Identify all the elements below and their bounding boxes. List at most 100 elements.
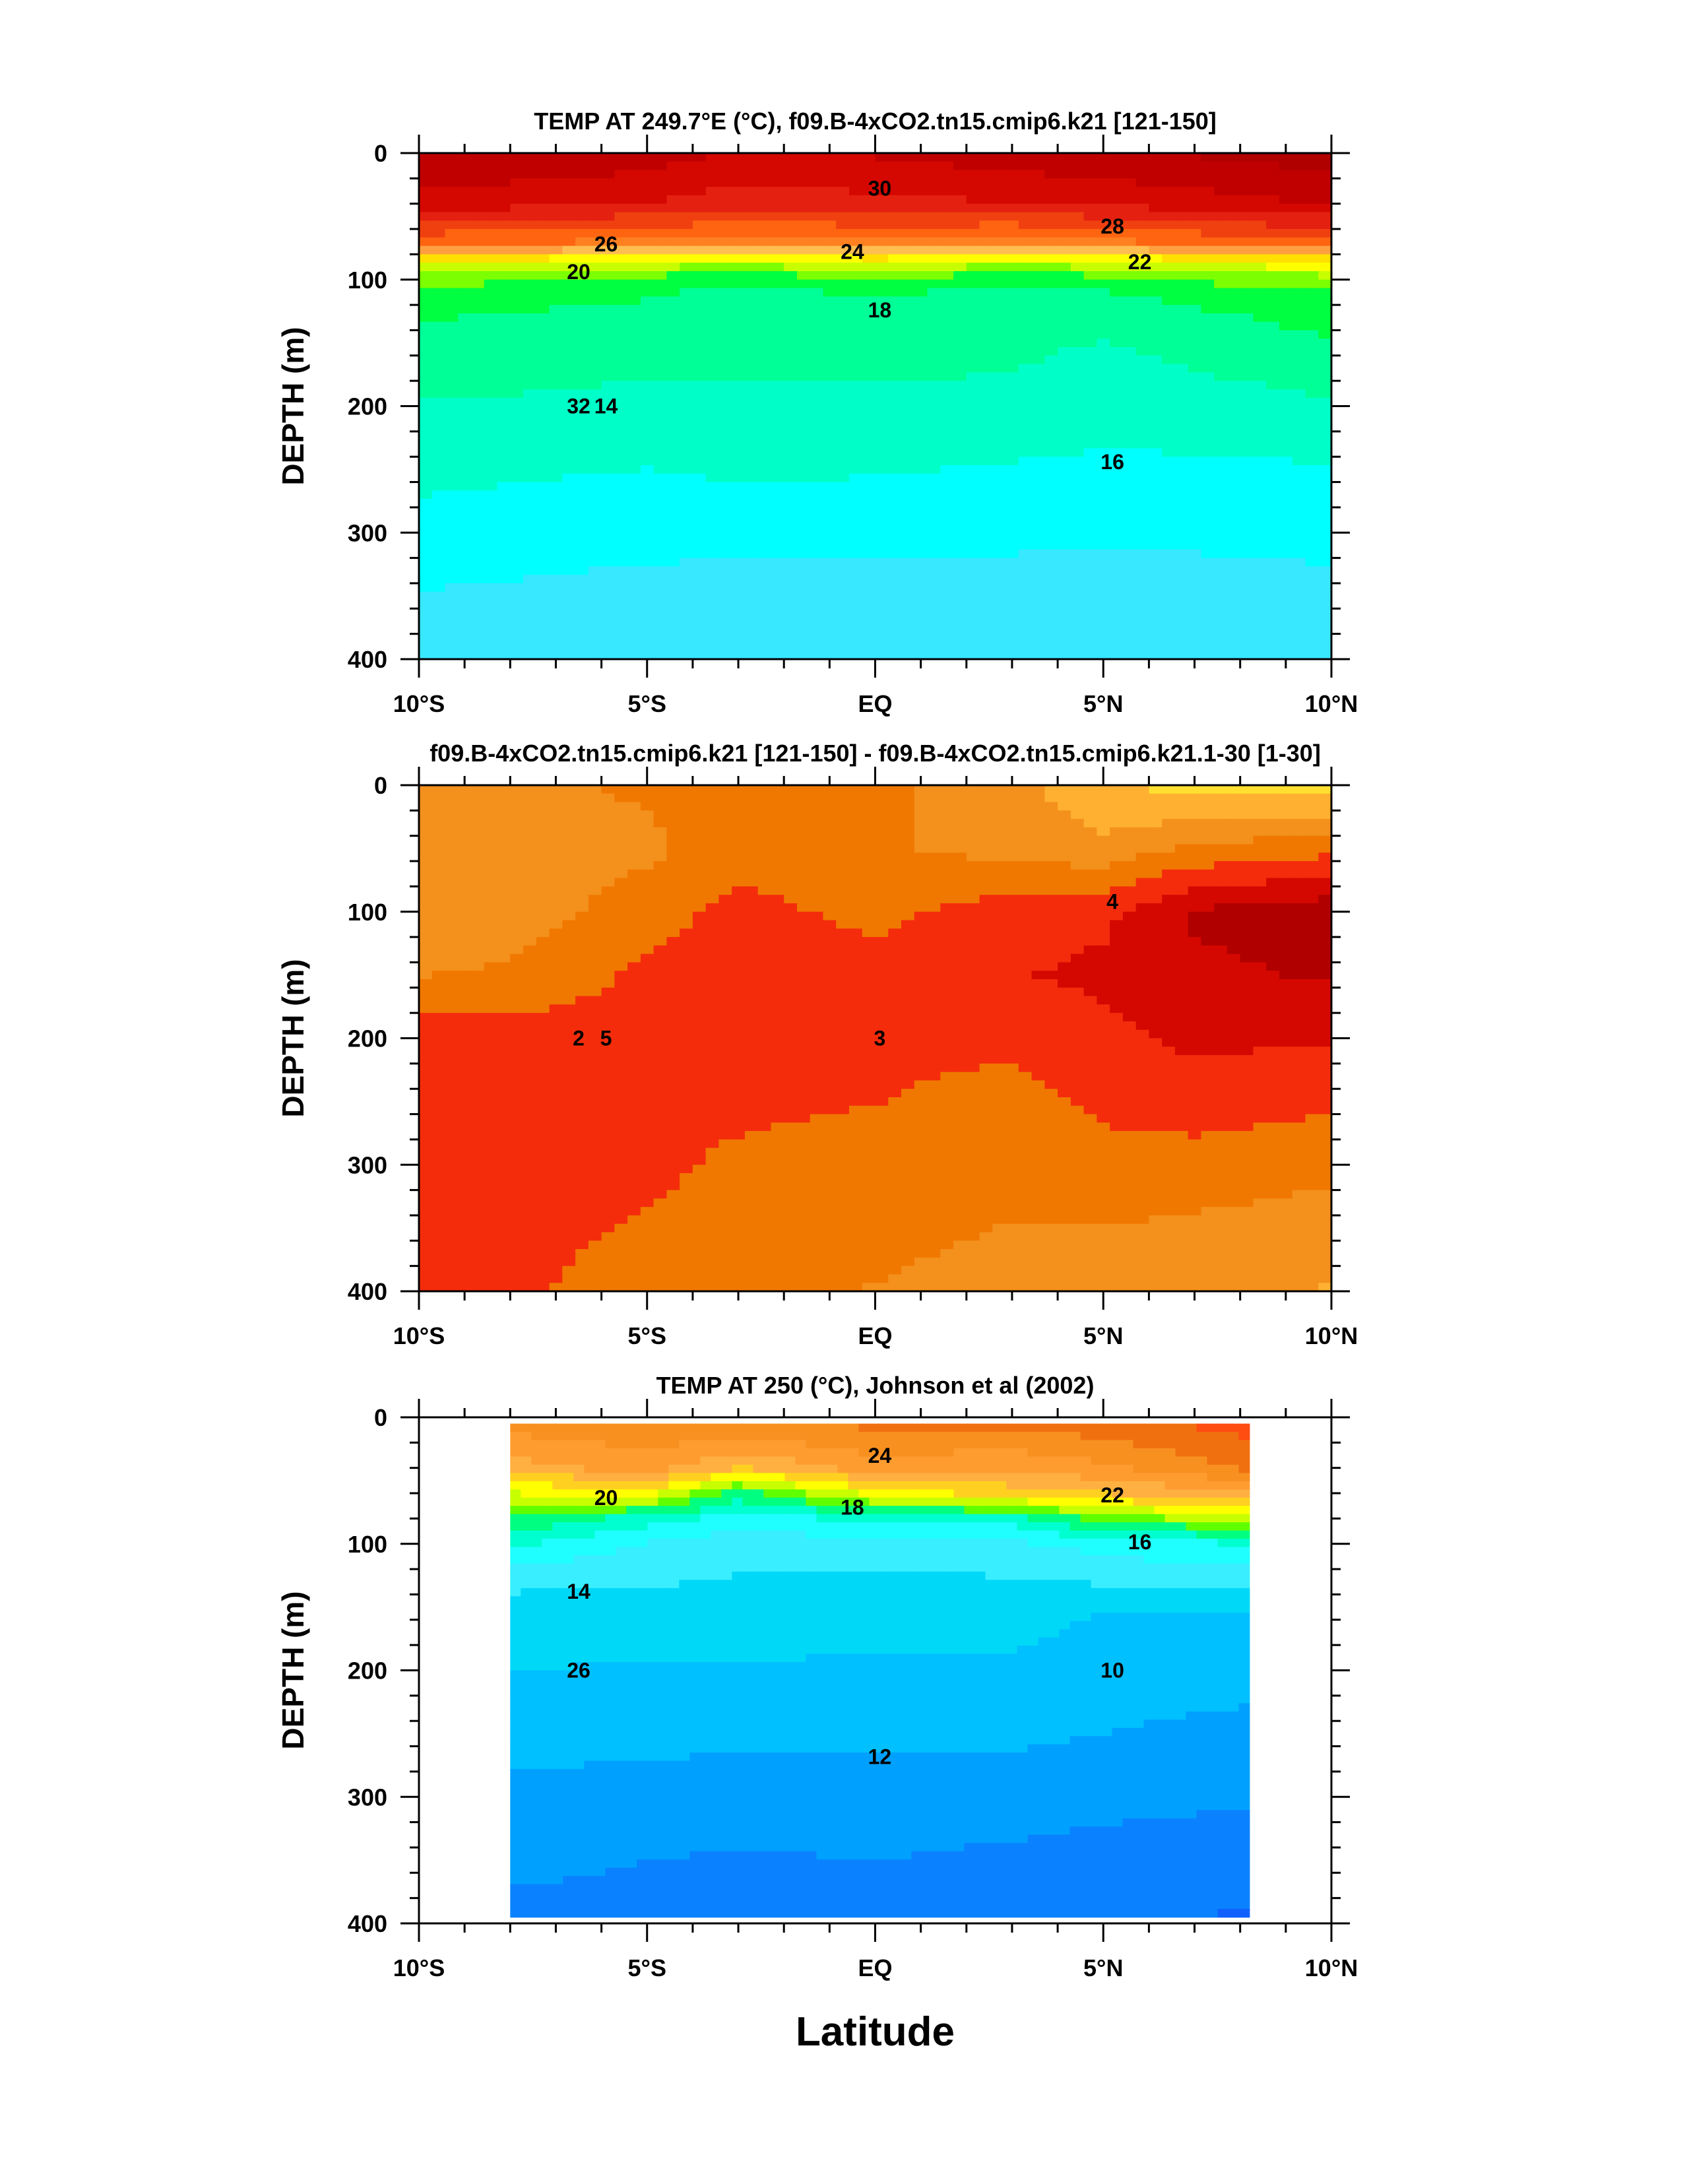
contour-cell (445, 296, 459, 305)
contour-cell (1214, 608, 1228, 618)
contour-cell (992, 195, 1006, 205)
contour-cell (431, 844, 446, 854)
contour-cell (523, 861, 537, 870)
contour-cell (627, 305, 641, 314)
contour-cell (1005, 178, 1019, 188)
contour-cell (705, 852, 720, 862)
contour-cell (1083, 490, 1098, 500)
contour-cell (1122, 541, 1137, 550)
contour-cell (1149, 347, 1163, 356)
contour-cell (445, 490, 459, 500)
contour-cell (875, 827, 889, 837)
contour-cell (1018, 819, 1033, 828)
contour-cell (680, 313, 693, 323)
contour-cell (575, 212, 589, 222)
contour-cell (927, 338, 941, 348)
contour-cell (796, 406, 811, 416)
contour-cell (732, 844, 746, 854)
contour-cell (901, 195, 915, 205)
contour-cell (914, 439, 928, 449)
contour-cell (575, 372, 589, 382)
contour-cell (1162, 549, 1176, 559)
contour-cell (458, 651, 472, 660)
contour-cell (1201, 448, 1215, 458)
contour-cell (823, 305, 837, 314)
contour-cell (588, 591, 602, 601)
contour-cell (823, 245, 837, 255)
contour-cell (419, 617, 433, 626)
contour-cell (601, 220, 616, 230)
contour-cell (914, 541, 928, 550)
contour-cell (1174, 212, 1189, 222)
contour-cell (1305, 372, 1320, 382)
contour-cell (1279, 313, 1293, 323)
contour-cell (796, 844, 811, 854)
contour-cell (1149, 852, 1163, 862)
contour-cell (471, 431, 485, 441)
contour-cell (810, 296, 824, 305)
contour-cell (510, 237, 524, 247)
contour-cell (810, 651, 824, 660)
contour-cell (1058, 439, 1071, 449)
contour-cell (862, 827, 876, 837)
contour-cell (1122, 288, 1137, 298)
contour-cell (862, 861, 876, 870)
contour-cell (1227, 625, 1241, 635)
contour-cell (445, 161, 459, 171)
contour-cell (1044, 372, 1058, 382)
contour-cell (940, 457, 954, 466)
contour-cell (497, 532, 511, 542)
contour-cell (431, 406, 446, 416)
contour-cell (1253, 835, 1267, 845)
contour-cell (588, 465, 602, 474)
contour-cell (1227, 532, 1241, 542)
contour-cell (1097, 541, 1111, 550)
contour-cell (1227, 651, 1241, 660)
contour-cell (510, 170, 524, 179)
contour-cell (484, 465, 498, 474)
contour-cell (848, 212, 863, 222)
contour-cell (705, 844, 720, 854)
contour-cell (836, 465, 850, 474)
contour-cell (419, 178, 433, 188)
contour-cell (1005, 187, 1019, 196)
contour-cell (1240, 271, 1254, 280)
contour-cell (1266, 153, 1280, 162)
contour-cell (718, 852, 733, 862)
contour-cell (732, 178, 746, 188)
contour-cell (1162, 338, 1176, 348)
contour-cell (796, 566, 811, 576)
contour-cell (1227, 566, 1241, 576)
contour-cell (1005, 237, 1019, 247)
contour-cell (653, 473, 668, 483)
contour-cell (1318, 499, 1332, 508)
contour-cell (1305, 170, 1320, 179)
contour-cell (536, 330, 550, 340)
contour-cell (1174, 507, 1189, 517)
contour-cell (666, 549, 681, 559)
contour-cell (431, 439, 446, 449)
contour-cell (927, 802, 941, 812)
contour-cell (757, 835, 772, 845)
contour-cell (1149, 515, 1163, 525)
contour-cell (680, 381, 693, 390)
contour-cell (1266, 524, 1280, 534)
contour-cell (718, 263, 733, 272)
contour-cell (431, 617, 446, 626)
contour-cell (614, 827, 629, 837)
contour-cell (653, 288, 668, 298)
contour-cell (862, 532, 876, 542)
contour-cell (536, 414, 550, 424)
contour-cell (1266, 457, 1280, 466)
contour-cell (419, 439, 433, 449)
contour-cell (901, 785, 915, 794)
contour-cell (966, 499, 980, 508)
contour-cell (627, 600, 641, 610)
contour-cell (875, 364, 889, 373)
contour-cell (431, 810, 446, 820)
contour-cell (497, 263, 511, 272)
contour-cell (1240, 338, 1254, 348)
contour-cell (680, 187, 693, 196)
contour-cell (588, 389, 602, 399)
contour-cell (823, 372, 837, 382)
